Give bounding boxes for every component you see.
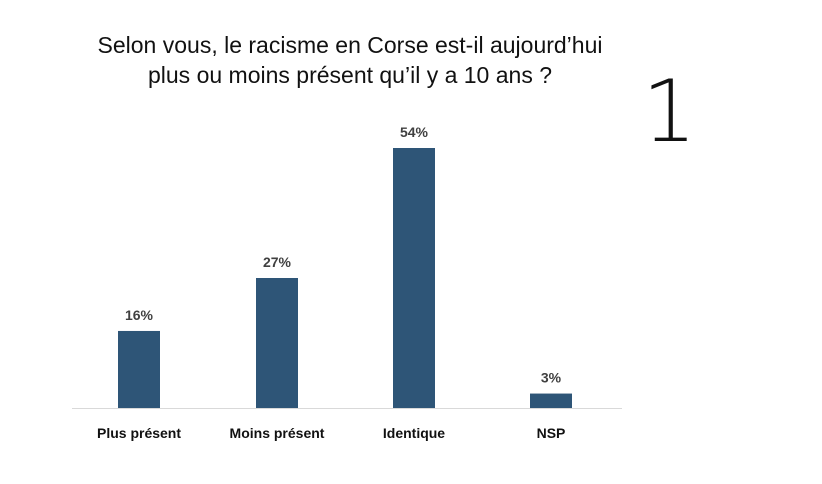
chart-title-line-2: plus ou moins présent qu’il y a 10 ans ? bbox=[147, 62, 553, 88]
data-label-0: 16% bbox=[125, 307, 154, 323]
bar-0 bbox=[118, 330, 160, 408]
chart-title-line-1: Selon vous, le racisme en Corse est-il a… bbox=[97, 32, 603, 58]
labels-layer: 16% Plus présent 27% Moins présent 54% Identi… bbox=[97, 124, 565, 441]
chart-title: Selon vous, le racisme en Corse est-il a… bbox=[60, 30, 640, 90]
data-label-2: 54% bbox=[400, 124, 429, 140]
data-label-1: 27% bbox=[263, 254, 292, 270]
category-label-3: NSP bbox=[537, 425, 566, 441]
category-label-2: Identique bbox=[383, 425, 445, 441]
data-label-3: 3% bbox=[541, 370, 562, 386]
category-label-0: Plus présent bbox=[97, 425, 181, 441]
category-label-1: Moins présent bbox=[230, 425, 325, 441]
bar-1 bbox=[256, 278, 298, 408]
bar-2 bbox=[393, 148, 435, 408]
page-number: 1 bbox=[642, 62, 697, 162]
bars-layer bbox=[118, 148, 572, 408]
bar-3 bbox=[530, 393, 572, 408]
